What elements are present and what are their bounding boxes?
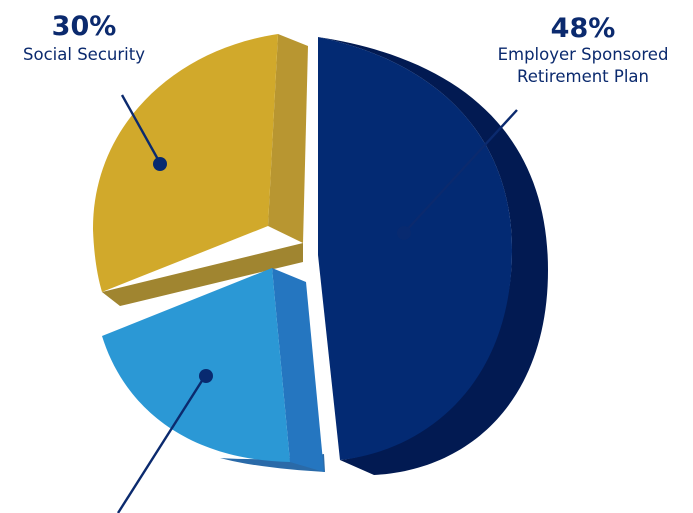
leader-dot-employer — [397, 226, 411, 240]
slice-other-top — [102, 268, 290, 462]
leader-dot-other — [199, 369, 213, 383]
slice-other-side — [272, 268, 324, 472]
percent-label-employer: 48% — [551, 13, 616, 44]
leader-dot-social-security — [153, 157, 167, 171]
name-label-employer-line-1: Employer Sponsored — [498, 45, 669, 64]
slice-other — [102, 268, 325, 472]
leader-line-other — [116, 375, 207, 513]
slice-social-security-top — [92, 34, 278, 292]
slice-social-security — [92, 34, 308, 306]
percent-label-social-security: 30% — [52, 11, 117, 42]
slice-employer-side — [318, 37, 548, 475]
slice-employer — [318, 37, 548, 475]
leader-line-social-security — [120, 94, 162, 164]
slice-social-security-bottom — [102, 243, 303, 306]
slice-employer-top — [318, 37, 512, 460]
name-label-social-security: Social Security — [23, 45, 145, 64]
leader-line-employer — [403, 109, 518, 234]
slice-social-security-side — [268, 34, 308, 243]
name-label-employer-line-2: Retirement Plan — [517, 67, 649, 86]
